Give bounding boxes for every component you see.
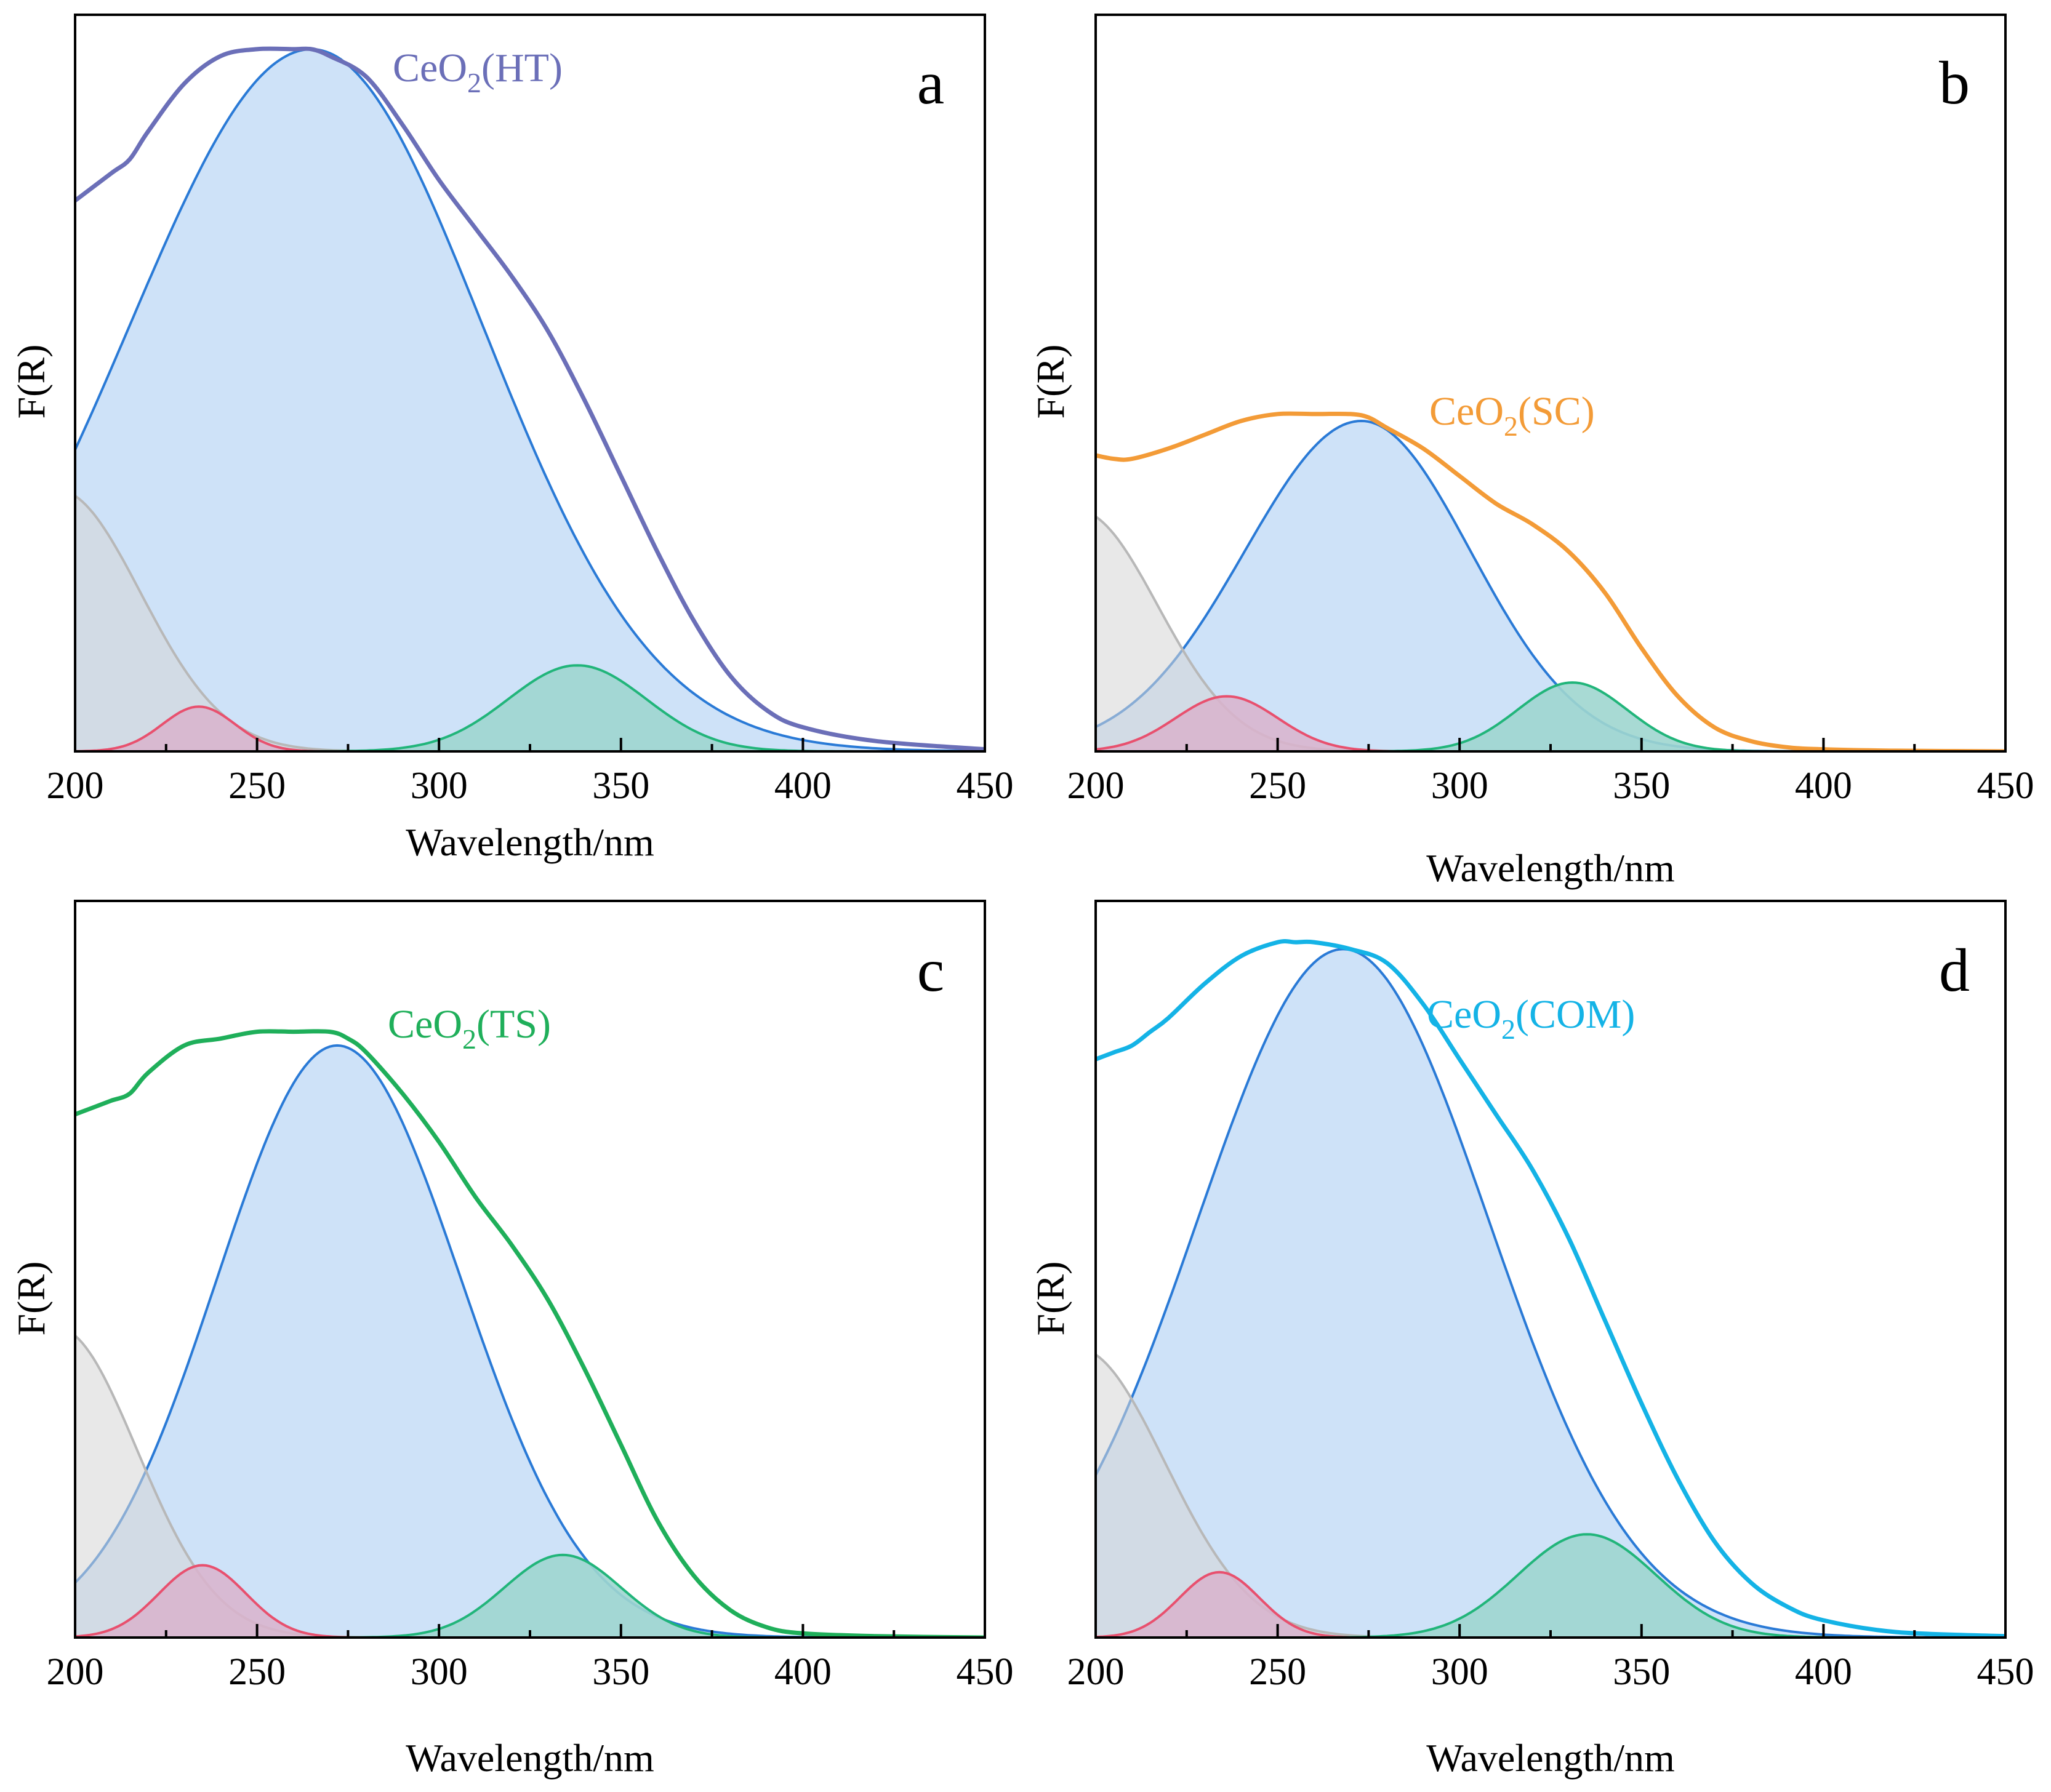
panel-a-x-tick-label: 350 (592, 765, 649, 807)
panel-b-curves (1096, 411, 2005, 751)
panel-b-series-label: CeO2(SC) (1429, 389, 1595, 442)
panel-a-series-label: CeO2(HT) (393, 46, 563, 98)
panel-d-series-label: CeO2(COM) (1427, 992, 1635, 1045)
panel-d-x-axis-title: Wavelength/nm (1426, 1736, 1675, 1780)
panel-c-curves (75, 1029, 985, 1638)
panel-d-plot-area (1096, 938, 2005, 1638)
panel-d-x-tick-label: 400 (1795, 1651, 1852, 1693)
panel-c-x-tick-label: 450 (957, 1651, 1014, 1693)
panel-a-letter: a (917, 49, 944, 117)
panel-a-y-axis-title: F(R) (9, 345, 53, 419)
panel-b-measured-spectrum (1096, 411, 2005, 751)
panel-c-green-component-line (75, 1553, 985, 1638)
panel-a-measured-spectrum (75, 46, 985, 751)
panel-b-green-component-fill (1096, 682, 2005, 751)
panel-c-x-tick-label: 350 (592, 1651, 649, 1693)
panel-a-x-tick-label: 250 (228, 765, 286, 807)
panel-b-x-axis-title: Wavelength/nm (1426, 846, 1675, 890)
panel-b-y-axis-title: F(R) (1029, 345, 1072, 419)
panel-b-x-tick-label: 200 (1067, 765, 1125, 807)
panel-a-x-ticks: 200 250 300 350 400 450 (47, 738, 1014, 807)
panel-b: 200 250 300 350 400 450 b CeO2(SC) Wavelength… (1029, 14, 2034, 890)
panel-a-x-tick-label: 450 (957, 765, 1014, 807)
panel-a-green-component-fill (75, 665, 985, 751)
panel-d-measured-spectrum (1096, 938, 2005, 1638)
panel-d-x-tick-label: 450 (1977, 1651, 2034, 1693)
panel-b-x-tick-label: 300 (1431, 765, 1488, 807)
panel-c-x-axis-title: Wavelength/nm (406, 1736, 654, 1780)
panel-c-x-tick-label: 400 (774, 1651, 832, 1693)
panel-d-pink-component-line (1096, 1570, 2005, 1638)
panel-a-x-tick-label: 400 (774, 765, 832, 807)
panel-c-x-tick-label: 250 (228, 1651, 286, 1693)
panel-b-pink-component-line (1096, 695, 2005, 751)
panel-c: 200 250 300 350 400 450 c CeO2(TS) Wavelength… (9, 900, 1014, 1780)
panel-a-x-axis-title: Wavelength/nm (406, 820, 654, 864)
panel-b-x-tick-label: 250 (1249, 765, 1306, 807)
panel-c-series-label: CeO2(TS) (388, 1002, 551, 1055)
panel-d-y-axis-title: F(R) (1029, 1262, 1072, 1336)
panel-c-green-component-fill (75, 1554, 985, 1638)
panel-d-main-component-line (1096, 948, 2005, 1638)
panel-c-x-ticks: 200 250 300 350 400 450 (47, 1624, 1014, 1693)
panel-b-x-tick-label: 450 (1977, 765, 2034, 807)
panel-a-main-component-fill (75, 49, 985, 751)
panel-b-x-tick-label: 350 (1613, 765, 1670, 807)
panel-b-x-ticks: 200 250 300 350 400 450 (1067, 738, 2034, 807)
panel-d-x-tick-label: 200 (1067, 1651, 1125, 1693)
panel-b-letter: b (1939, 49, 1970, 117)
panel-c-plot-area (75, 1029, 985, 1638)
panel-b-x-tick-label: 400 (1795, 765, 1852, 807)
panel-d: 200 250 300 350 400 450 d CeO2(COM) Wavelengt… (1029, 900, 2034, 1780)
panel-c-measured-spectrum (75, 1029, 985, 1638)
panel-a-curves (75, 46, 985, 751)
panel-b-plot-area (1096, 411, 2005, 751)
panel-a-x-tick-label: 300 (411, 765, 468, 807)
panel-a-x-tick-label: 200 (47, 765, 104, 807)
panel-a: 200 250 300 350 400 450 a CeO2(HT) Wavelength… (9, 14, 1014, 864)
panel-a-pink-component-line (75, 705, 985, 751)
panel-d-green-component-fill (1096, 1534, 2005, 1638)
panel-b-main-component-line (1096, 419, 2005, 751)
panel-c-pink-component-line (75, 1564, 985, 1638)
panel-d-x-tick-label: 250 (1249, 1651, 1306, 1693)
panel-c-main-component-fill (75, 1045, 985, 1638)
panel-d-x-tick-label: 300 (1431, 1651, 1488, 1693)
panel-a-main-component-line (75, 47, 985, 751)
panel-c-x-tick-label: 300 (411, 1651, 468, 1693)
panel-b-main-component-fill (1096, 421, 2005, 751)
panel-c-letter: c (917, 936, 944, 1004)
panel-d-main-component-fill (1096, 949, 2005, 1638)
panel-d-x-ticks: 200 250 300 350 400 450 (1067, 1624, 2034, 1693)
panel-b-green-component-line (1096, 681, 2005, 751)
panel-c-x-tick-label: 200 (47, 1651, 104, 1693)
panel-d-letter: d (1939, 936, 1970, 1004)
panel-a-plot-area (75, 46, 985, 751)
panel-d-curves (1096, 938, 2005, 1638)
panel-d-x-tick-label: 350 (1613, 1651, 1670, 1693)
panel-c-y-axis-title: F(R) (9, 1262, 53, 1336)
